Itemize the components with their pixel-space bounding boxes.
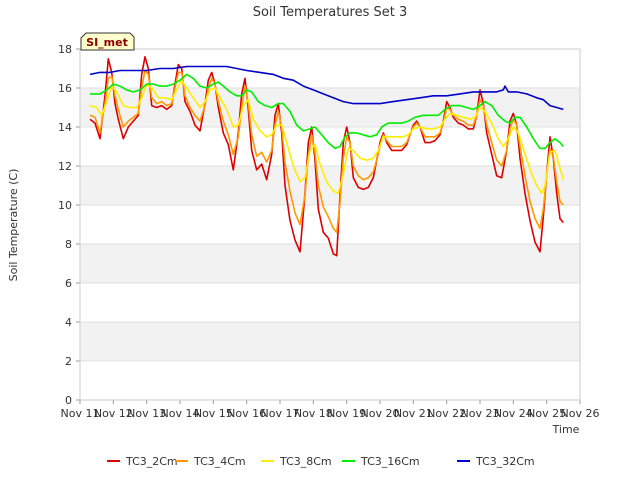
- grid-band: [80, 361, 580, 400]
- legend-label: TC3_2Cm: [125, 455, 178, 468]
- x-tick-label: Nov 18: [294, 407, 333, 420]
- y-tick-label: 16: [58, 82, 72, 95]
- legend-item-tc3-4cm: TC3_4Cm: [175, 455, 246, 468]
- x-tick-label: Nov 24: [494, 407, 533, 420]
- series-line-tc3-32cm: [89, 65, 564, 111]
- legend-label: TC3_8Cm: [279, 455, 332, 468]
- grid-band: [80, 205, 580, 244]
- legend-label: TC3_32Cm: [475, 455, 535, 468]
- x-axis-label: Time: [552, 423, 580, 436]
- x-tick-label: Nov 26: [561, 407, 600, 420]
- y-tick-label: 6: [65, 277, 72, 290]
- grid-band: [80, 322, 580, 361]
- legend-label: TC3_16Cm: [360, 455, 420, 468]
- y-tick-label: 10: [58, 199, 72, 212]
- plot-frame: [79, 48, 581, 401]
- legend-item-tc3-16cm: TC3_16Cm: [342, 455, 420, 468]
- x-tick-label: Nov 25: [527, 407, 566, 420]
- y-tick-label: 4: [65, 316, 72, 329]
- x-tick-label: Nov 19: [327, 407, 366, 420]
- x-tick-label: Nov 14: [161, 407, 200, 420]
- series-line-tc3-4cm: [89, 69, 564, 234]
- legend-item-tc3-32cm: TC3_32Cm: [457, 455, 535, 468]
- series-line-tc3-16cm: [90, 73, 564, 150]
- grid-band: [80, 283, 580, 322]
- series-lines: [89, 56, 565, 257]
- x-tick-label: Nov 15: [194, 407, 233, 420]
- x-tick-label: Nov 16: [227, 407, 266, 420]
- badge-label: SI_met: [86, 36, 128, 49]
- legend-item-tc3-2cm: TC3_2Cm: [107, 455, 178, 468]
- x-tick-label: Nov 23: [461, 407, 500, 420]
- legend: TC3_2Cm TC3_4Cm TC3_8Cm TC3_16Cm TC3_32Cm: [107, 455, 535, 468]
- y-tick-label: 0: [65, 394, 72, 407]
- si-met-badge: SI_met: [80, 32, 135, 51]
- y-tick-label: 2: [65, 355, 72, 368]
- grid-band: [80, 244, 580, 283]
- y-tick-label: 8: [65, 238, 72, 251]
- x-tick-label: Nov 13: [127, 407, 166, 420]
- y-axis-ticks: 0 2 4 6 8 10 12 14 16 18: [58, 43, 80, 407]
- legend-item-tc3-8cm: TC3_8Cm: [261, 455, 332, 468]
- x-tick-label: Nov 17: [261, 407, 300, 420]
- series-line-tc3-8cm: [89, 79, 565, 195]
- y-tick-label: 18: [58, 43, 72, 56]
- y-tick-label: 12: [58, 160, 72, 173]
- x-tick-label: Nov 20: [361, 407, 400, 420]
- x-tick-label: Nov 12: [94, 407, 133, 420]
- x-tick-label: Nov 22: [427, 407, 466, 420]
- y-axis-label: Soil Temperature (C): [7, 169, 20, 282]
- legend-label: TC3_4Cm: [193, 455, 246, 468]
- x-tick-label: Nov 21: [394, 407, 433, 420]
- badge-shape: [80, 32, 135, 51]
- y-tick-label: 14: [58, 121, 72, 134]
- chart-title: Soil Temperatures Set 3: [253, 5, 408, 20]
- x-tick-label: Nov 11: [61, 407, 100, 420]
